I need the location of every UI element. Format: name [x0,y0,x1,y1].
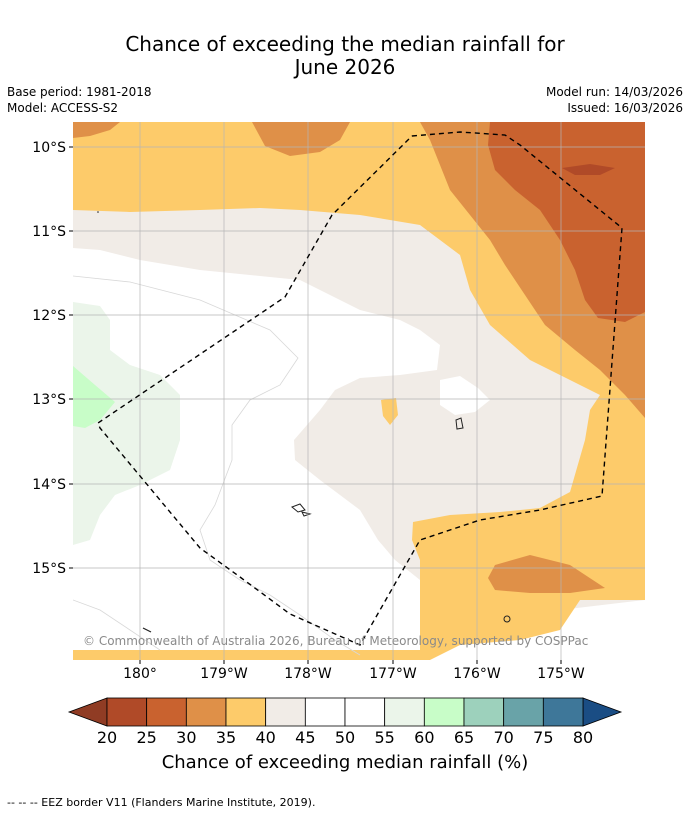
colorbar-tick-label: 50 [334,728,356,747]
category-20-25-region [562,164,615,175]
map-plot-area [73,122,645,660]
colorbar-tick-label: 25 [136,728,157,747]
colorbar-swatch [106,697,148,727]
colorbar-tick-label: 60 [414,728,435,747]
axis-ticks [69,146,562,664]
eez-legend-note: -- -- -- EEZ border V11 (Flanders Marine… [7,796,316,809]
colorbar-label: Chance of exceeding median rainfall (%) [161,752,529,773]
colorbar-tick-label: 65 [453,728,475,747]
colorbar-tick-label: 45 [295,728,316,747]
colorbar-swatch [225,697,267,727]
title-line-1: Chance of exceeding the median rainfall … [125,32,565,56]
colorbar-swatch [542,697,584,727]
island-outline-5 [142,627,152,633]
colorbar [67,697,623,727]
island-dot [97,211,99,213]
contour-line [73,275,361,656]
lat-label: 15°S [32,561,66,577]
white-patch-east [440,376,490,415]
colorbar-tick-label: 75 [533,728,554,747]
lat-label: 10°S [32,140,66,156]
category-30-35-region-north [252,122,350,156]
category-30-35-region-northwest [73,122,120,138]
colorbar-tick-label: 80 [572,728,594,747]
colorbar-tick-label: 55 [374,728,395,747]
island-outline-2 [291,503,306,513]
colorbar-tick-label: 35 [215,728,237,747]
colorbar-extend-low [67,697,108,727]
model-run: Model run: 14/03/2026 [545,85,683,99]
category-30-35-region-south [488,555,605,593]
issued-date: Issued: 16/03/2026 [567,101,683,115]
island-outline [455,417,464,430]
category-35-40-patch [381,398,398,425]
lon-label: 177°W [369,666,417,682]
colorbar-tick-label: 30 [176,728,197,747]
lat-label: 12°S [32,308,66,324]
base-period: Base period: 1981-2018 [7,85,152,99]
map-gridlines [73,122,645,660]
colorbar-swatch [503,697,544,727]
lon-label: 180° [123,666,157,682]
colorbar-swatch [344,697,386,727]
lon-label: 178°W [284,666,332,682]
lat-label: 14°S [32,477,66,493]
lat-label: 13°S [32,392,66,408]
title-line-2: June 2026 [294,55,396,79]
lat-label: 11°S [32,224,66,240]
copyright-notice: © Commonwealth of Australia 2026, Bureau… [83,634,588,648]
colorbar-tick-label: 70 [493,728,514,747]
colorbar-tick-label: 40 [255,728,276,747]
contour-line-2 [73,599,161,651]
lon-label: 176°W [453,666,501,682]
colorbar-swatch [265,697,306,727]
model-name: Model: ACCESS-S2 [7,101,119,115]
eez-border [97,131,623,646]
colorbar-swatch [384,697,425,727]
colorbar-swatch [185,697,227,727]
colorbar-swatch [463,697,505,727]
island-outline-4 [503,615,511,623]
colorbar-swatch [304,697,346,727]
category-60-65-region [73,366,115,428]
lon-label: 175°W [537,666,585,682]
colorbar-tick-label: 20 [96,728,118,747]
colorbar-swatch [423,697,465,727]
colorbar-extend-high [582,697,623,727]
colorbar-swatch [146,697,187,727]
lon-label: 179°W [200,666,248,682]
island-outline-3 [301,511,312,517]
